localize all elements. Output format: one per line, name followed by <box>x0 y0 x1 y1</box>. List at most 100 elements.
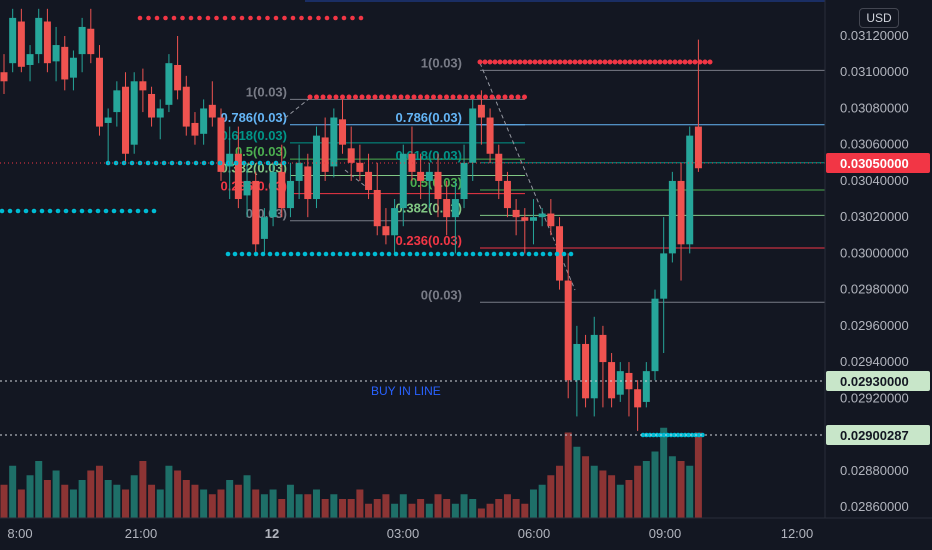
volume-bar <box>538 484 546 518</box>
cyan-dot <box>111 208 117 214</box>
current-price-label-bg <box>826 153 930 173</box>
volume-bar <box>486 503 494 518</box>
candle-body <box>677 180 685 245</box>
volume-bar <box>269 489 277 518</box>
volume-bar <box>434 494 442 518</box>
volume-bar <box>0 484 8 518</box>
red-dot <box>171 15 177 21</box>
red-dot <box>477 59 483 65</box>
red-dot <box>346 94 352 100</box>
volume-bar <box>694 432 702 518</box>
red-dot <box>290 15 296 21</box>
red-dot <box>677 59 683 65</box>
cyan-dot <box>232 251 238 257</box>
red-dot <box>299 15 304 21</box>
time-tick-label: 21:00 <box>125 526 158 541</box>
red-dot <box>353 94 358 100</box>
volume-bar <box>17 489 25 518</box>
cyan-dot <box>700 432 705 438</box>
candle-body <box>608 362 616 399</box>
volume-bar <box>399 494 407 518</box>
candle-body <box>660 253 668 299</box>
cyan-dot <box>661 432 667 438</box>
cyan-dot <box>435 251 441 257</box>
price-axis[interactable]: 0.03120000 0.03100000 0.03080000 0.03060000… <box>824 0 930 518</box>
volume-bar <box>113 484 121 518</box>
fib-left-level-label: 0.786(0.03) <box>221 110 288 125</box>
red-dot <box>366 94 371 100</box>
volume-bar <box>69 489 77 518</box>
fib-left-level-label: 0.5(0.03) <box>235 144 287 159</box>
cyan-dot <box>95 208 101 214</box>
candle-body <box>174 64 182 91</box>
red-dot <box>379 94 384 100</box>
cyan-dot <box>442 251 448 257</box>
cyan-dot <box>372 251 378 257</box>
candle-body <box>547 213 555 227</box>
red-dot <box>418 94 423 100</box>
red-dot <box>392 94 397 100</box>
candle-body <box>165 63 173 105</box>
currency-button[interactable]: USD <box>859 8 899 28</box>
cyan-dot <box>547 251 553 257</box>
volume-bar <box>139 461 147 518</box>
red-dot <box>282 15 287 21</box>
red-dot <box>597 59 603 65</box>
cyan-dot <box>484 251 490 257</box>
cyan-dot <box>15 208 21 214</box>
volume-bar <box>43 480 51 518</box>
volume-bar <box>529 489 537 518</box>
candle-body <box>529 217 537 221</box>
red-dot <box>557 59 563 65</box>
candle-body <box>200 108 208 134</box>
cyan-dot <box>505 251 511 257</box>
candle-body <box>538 213 546 218</box>
cyan-dot <box>463 251 469 257</box>
volume-bar <box>61 484 69 518</box>
candle-body <box>556 226 564 281</box>
candle-body <box>651 298 659 372</box>
price-tick-label: 0.02880000 <box>840 463 909 478</box>
volume-bar <box>642 461 650 518</box>
candle-body <box>69 57 77 78</box>
time-axis[interactable]: 8:00 21:00 12 03:00 06:00 09:00 12:00 <box>0 517 932 541</box>
red-dot <box>248 15 253 21</box>
red-dot <box>222 15 228 21</box>
cyan-dot <box>103 208 109 214</box>
volume-bar <box>330 494 338 518</box>
volume-bar <box>9 465 17 518</box>
price-tick-label: 0.02860000 <box>840 499 909 514</box>
red-dot <box>627 59 633 65</box>
candle-body <box>260 217 268 239</box>
cyan-dot <box>675 432 681 438</box>
cyan-dot <box>246 251 252 257</box>
candle-body <box>269 171 277 218</box>
cyan-dot <box>414 251 420 257</box>
cyan-dot <box>239 251 245 257</box>
red-dot <box>502 94 508 100</box>
red-dot <box>496 94 501 100</box>
red-dot <box>324 15 330 21</box>
red-dot <box>617 59 623 65</box>
red-dot <box>509 94 514 100</box>
candles-layer <box>0 8 702 431</box>
red-dot <box>137 15 143 21</box>
volume-bar <box>512 499 520 518</box>
cyan-dot <box>63 208 69 214</box>
red-dot <box>607 59 613 65</box>
red-dot <box>522 59 528 65</box>
red-dot <box>239 15 245 21</box>
cyan-dot <box>267 251 273 257</box>
red-dot <box>437 94 443 100</box>
red-dot <box>522 94 527 100</box>
cyan-dot <box>260 251 266 257</box>
volume-bar <box>556 465 564 518</box>
candle-body <box>182 86 190 127</box>
volume-bar <box>382 494 390 518</box>
red-dot <box>256 15 262 21</box>
red-dot <box>214 15 219 21</box>
cyan-dot <box>568 251 574 257</box>
volume-bar <box>495 499 503 518</box>
cyan-dot <box>428 251 434 257</box>
